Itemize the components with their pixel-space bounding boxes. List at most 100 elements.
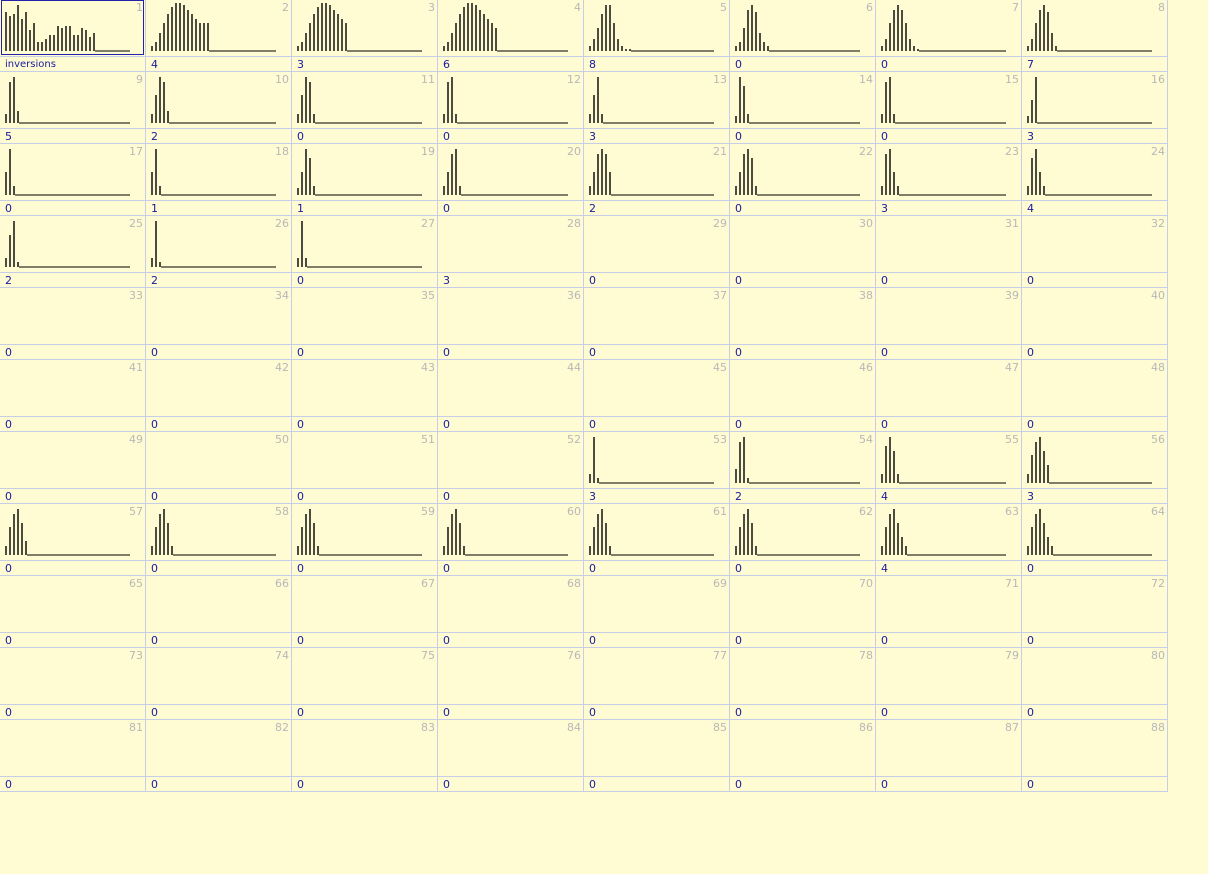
grid-cell[interactable]: 54 2 — [730, 432, 876, 504]
grid-cell[interactable]: 45 0 — [584, 360, 730, 432]
sparkline — [146, 720, 292, 776]
grid-cell[interactable]: 32 0 — [1022, 216, 1168, 288]
grid-cell[interactable]: 21 2 — [584, 144, 730, 216]
grid-cell[interactable]: 60 0 — [438, 504, 584, 576]
sparkline — [1022, 288, 1168, 344]
grid-cell[interactable]: 72 0 — [1022, 576, 1168, 648]
grid-cell[interactable]: 61 0 — [584, 504, 730, 576]
grid-cell[interactable]: 38 0 — [730, 288, 876, 360]
grid-cell[interactable]: 78 0 — [730, 648, 876, 720]
grid-cell[interactable]: 70 0 — [730, 576, 876, 648]
grid-cell[interactable]: 25 2 — [0, 216, 146, 288]
grid-cell[interactable]: 47 0 — [876, 360, 1022, 432]
grid-cell[interactable]: 39 0 — [876, 288, 1022, 360]
grid-cell[interactable]: 82 0 — [146, 720, 292, 792]
cell-number: 73 — [129, 649, 143, 662]
grid-cell[interactable]: 30 0 — [730, 216, 876, 288]
grid-cell[interactable]: 67 0 — [292, 576, 438, 648]
cell-number: 33 — [129, 289, 143, 302]
grid-cell[interactable]: 79 0 — [876, 648, 1022, 720]
grid-cell[interactable]: 73 0 — [0, 648, 146, 720]
grid-cell[interactable]: 40 0 — [1022, 288, 1168, 360]
grid-cell[interactable]: 66 0 — [146, 576, 292, 648]
grid-cell[interactable]: 81 0 — [0, 720, 146, 792]
cell-value: 0 — [730, 632, 875, 647]
grid-cell[interactable]: 19 1 — [292, 144, 438, 216]
grid-cell[interactable]: 56 3 — [1022, 432, 1168, 504]
grid-cell[interactable]: 74 0 — [146, 648, 292, 720]
grid-cell[interactable]: 88 0 — [1022, 720, 1168, 792]
grid-cell[interactable]: 16 3 — [1022, 72, 1168, 144]
grid-cell[interactable]: 55 4 — [876, 432, 1022, 504]
grid-cell[interactable]: 17 0 — [0, 144, 146, 216]
grid-cell[interactable]: 64 0 — [1022, 504, 1168, 576]
grid-cell[interactable]: 29 0 — [584, 216, 730, 288]
grid-cell[interactable]: 41 0 — [0, 360, 146, 432]
grid-cell[interactable]: 14 0 — [730, 72, 876, 144]
grid-cell[interactable]: 18 1 — [146, 144, 292, 216]
grid-cell[interactable]: 71 0 — [876, 576, 1022, 648]
cell-number: 82 — [275, 721, 289, 734]
grid-cell[interactable]: 31 0 — [876, 216, 1022, 288]
sparkline — [151, 509, 276, 556]
grid-cell[interactable]: 11 0 — [292, 72, 438, 144]
cell-value: 0 — [876, 272, 1021, 287]
grid-cell[interactable]: 76 0 — [438, 648, 584, 720]
grid-cell[interactable]: 10 2 — [146, 72, 292, 144]
grid-cell[interactable]: 57 0 — [0, 504, 146, 576]
grid-cell[interactable]: 35 0 — [292, 288, 438, 360]
grid-cell[interactable]: 48 0 — [1022, 360, 1168, 432]
grid-cell[interactable]: 15 0 — [876, 72, 1022, 144]
sparkline — [876, 288, 1022, 344]
grid-cell[interactable]: 34 0 — [146, 288, 292, 360]
grid-cell[interactable]: 1 inversions — [0, 0, 146, 72]
grid-cell[interactable]: 37 0 — [584, 288, 730, 360]
grid-cell[interactable]: 62 0 — [730, 504, 876, 576]
grid-cell[interactable]: 69 0 — [584, 576, 730, 648]
grid-cell[interactable]: 50 0 — [146, 432, 292, 504]
grid-cell[interactable]: 33 0 — [0, 288, 146, 360]
grid-cell[interactable]: 51 0 — [292, 432, 438, 504]
grid-cell[interactable]: 27 0 — [292, 216, 438, 288]
grid-cell[interactable]: 24 4 — [1022, 144, 1168, 216]
grid-cell[interactable]: 77 0 — [584, 648, 730, 720]
grid-cell[interactable]: 13 3 — [584, 72, 730, 144]
grid-cell[interactable]: 75 0 — [292, 648, 438, 720]
grid-cell[interactable]: 26 2 — [146, 216, 292, 288]
grid-cell[interactable]: 59 0 — [292, 504, 438, 576]
grid-cell[interactable]: 87 0 — [876, 720, 1022, 792]
grid-cell[interactable]: 65 0 — [0, 576, 146, 648]
grid-cell[interactable]: 58 0 — [146, 504, 292, 576]
grid-cell[interactable]: 63 4 — [876, 504, 1022, 576]
grid-cell[interactable]: 28 3 — [438, 216, 584, 288]
grid-cell[interactable]: 85 0 — [584, 720, 730, 792]
sparkline — [589, 437, 714, 484]
grid-cell[interactable]: 49 0 — [0, 432, 146, 504]
sparkline — [438, 432, 584, 488]
grid-cell[interactable]: 52 0 — [438, 432, 584, 504]
grid-cell[interactable]: 20 0 — [438, 144, 584, 216]
grid-cell[interactable]: 36 0 — [438, 288, 584, 360]
cell-number: 17 — [129, 145, 143, 158]
grid-cell[interactable]: 22 0 — [730, 144, 876, 216]
grid-cell[interactable]: 53 3 — [584, 432, 730, 504]
grid-cell[interactable]: 43 0 — [292, 360, 438, 432]
grid-cell[interactable]: 86 0 — [730, 720, 876, 792]
grid-cell[interactable]: 84 0 — [438, 720, 584, 792]
grid-cell[interactable]: 83 0 — [292, 720, 438, 792]
grid-cell[interactable]: 68 0 — [438, 576, 584, 648]
grid-cell[interactable]: 23 3 — [876, 144, 1022, 216]
grid-cell[interactable]: 12 0 — [438, 72, 584, 144]
grid-cell[interactable]: 80 0 — [1022, 648, 1168, 720]
grid-cell[interactable]: 46 0 — [730, 360, 876, 432]
grid-cell[interactable]: 44 0 — [438, 360, 584, 432]
grid-cell[interactable]: 42 0 — [146, 360, 292, 432]
